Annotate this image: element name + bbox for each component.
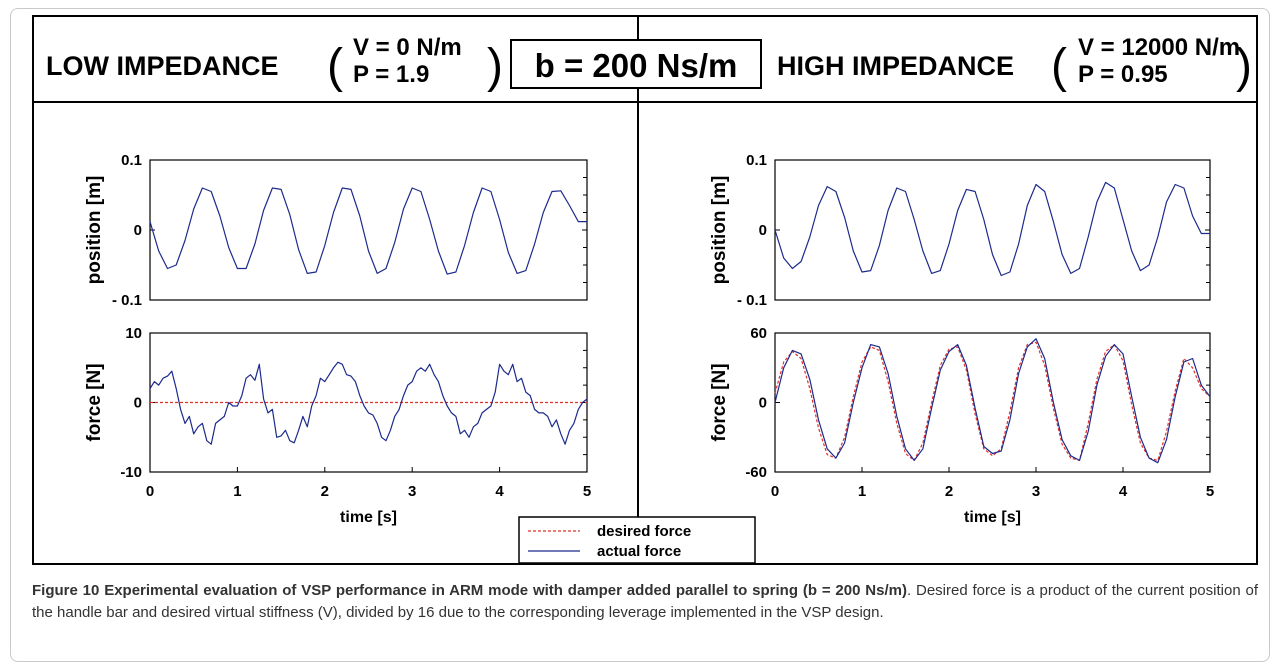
- high-force-xlabel: time [s]: [964, 509, 1021, 526]
- low-v-param: V = 0 N/m: [353, 34, 462, 61]
- high-force-xtick-label: 3: [1032, 483, 1040, 500]
- right-paren-open: (: [1051, 40, 1067, 93]
- low-position-plot: 0.1 0 - 0.1 position [m]: [84, 152, 588, 309]
- high-position-ytick-label: - 0.1: [737, 292, 767, 309]
- high-force-ytick-label: 0: [759, 395, 767, 412]
- figure-frame: [10, 8, 1270, 662]
- legend-desired-label: desired force: [597, 523, 691, 540]
- low-p-param: P = 1.9: [353, 61, 429, 88]
- figure-svg: LOW IMPEDANCE ( V = 0 N/m P = 1.9 ) b = …: [33, 16, 1257, 564]
- low-force-xlabel: time [s]: [340, 509, 397, 526]
- legend-box: [518, 516, 756, 564]
- high-p-param: P = 0.95: [1078, 61, 1168, 88]
- low-position-ytick-label: - 0.1: [112, 292, 142, 309]
- high-v-param: V = 12000 N/m: [1078, 34, 1240, 61]
- high-position-axes-frame: [774, 159, 1211, 301]
- low-position-ytick-label: 0: [134, 222, 142, 239]
- high-force-xtick-label: 5: [1206, 483, 1214, 500]
- high-force-ytick-label: 60: [750, 325, 767, 342]
- figure-panel-box: [32, 15, 1258, 565]
- right-paren-close: ): [1236, 40, 1252, 93]
- high-position-ylabel: position [m]: [709, 176, 730, 285]
- high-force-ylabel: force [N]: [709, 363, 730, 441]
- low-force-ytick-label: -10: [120, 464, 142, 481]
- high-position-series-line: [774, 181, 1210, 277]
- low-force-xtick-label: 4: [495, 483, 504, 500]
- low-force-ylabel: force [N]: [84, 363, 105, 441]
- high-force-xtick-label: 0: [771, 483, 779, 500]
- low-force-xtick-label: 5: [583, 483, 591, 500]
- high-force-actual-force-line: [774, 338, 1211, 464]
- legend-actual-label: actual force: [597, 543, 681, 560]
- high-force-ytick-label: -60: [745, 464, 767, 481]
- damping-box: [510, 39, 762, 89]
- figure-caption: Figure 10 Experimental evaluation of VSP…: [32, 580, 1258, 624]
- low-force-xtick-label: 1: [233, 483, 241, 500]
- low-force-xtick-label: 2: [321, 483, 329, 500]
- caption-body: . Desired force is a product of the curr…: [32, 582, 1259, 621]
- low-impedance-title: LOW IMPEDANCE: [46, 51, 279, 81]
- left-paren-close: ): [487, 40, 503, 93]
- high-position-ytick-label: 0: [759, 222, 767, 239]
- low-force-ytick-label: 10: [125, 325, 142, 342]
- left-paren-open: (: [327, 40, 343, 93]
- high-force-desired-force-line: [774, 341, 1211, 461]
- low-position-ylabel: position [m]: [84, 176, 105, 285]
- low-position-series-line: [149, 187, 587, 275]
- low-force-xtick-label: 3: [408, 483, 416, 500]
- high-position-ytick-label: 0.1: [746, 152, 767, 169]
- low-force-ytick-label: 0: [134, 395, 142, 412]
- low-position-axes-frame: [149, 159, 588, 301]
- low-position-ytick-label: 0.1: [121, 152, 142, 169]
- high-force-xtick-label: 2: [945, 483, 953, 500]
- high-force-xtick-label: 1: [858, 483, 866, 500]
- high-position-plot: 0.1 0 - 0.1 position [m]: [709, 152, 1211, 309]
- caption-lead: Figure 10 Experimental evaluation of VSP…: [32, 582, 907, 599]
- damping-label: b = 200 Ns/m: [535, 47, 738, 84]
- low-force-actual-force-line: [149, 361, 588, 445]
- high-impedance-title: HIGH IMPEDANCE: [777, 51, 1014, 81]
- low-force-xtick-label: 0: [146, 483, 154, 500]
- high-force-xtick-label: 4: [1119, 483, 1128, 500]
